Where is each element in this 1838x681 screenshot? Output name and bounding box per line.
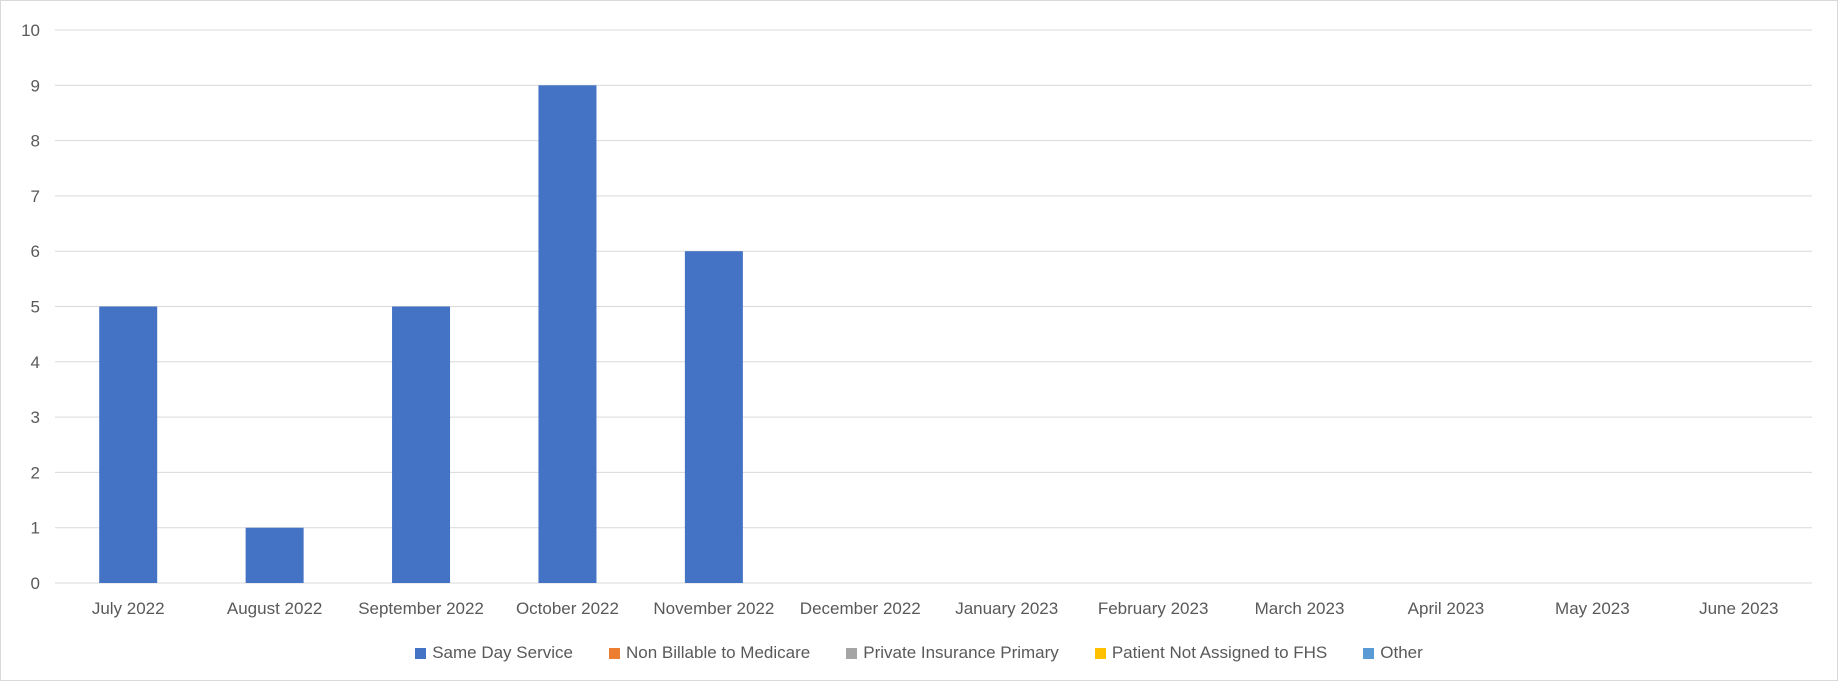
x-tick-label: October 2022 — [516, 599, 619, 618]
x-tick-label: June 2023 — [1699, 599, 1778, 618]
y-tick-label: 4 — [31, 353, 40, 372]
x-tick-label: March 2023 — [1255, 599, 1345, 618]
legend-swatch — [415, 647, 427, 659]
y-tick-label: 2 — [31, 463, 40, 482]
y-tick-label: 1 — [31, 519, 40, 538]
x-tick-label: November 2022 — [653, 599, 774, 618]
bar-same-day-service-july-2022 — [99, 306, 158, 583]
legend-label: Other — [1380, 643, 1423, 662]
bar-same-day-service-november-2022 — [684, 251, 743, 583]
y-tick-label: 7 — [31, 187, 40, 206]
x-tick-label: January 2023 — [955, 599, 1058, 618]
legend-swatch — [608, 647, 620, 659]
legend-item: Other — [1363, 643, 1423, 663]
y-tick-label: 8 — [31, 132, 40, 151]
bar-same-day-service-october-2022 — [538, 85, 597, 584]
gridlines — [55, 29, 1812, 584]
x-tick-label: July 2022 — [92, 599, 165, 618]
legend-item: Non Billable to Medicare — [608, 643, 811, 663]
legend-item: Private Insurance Primary — [846, 643, 1059, 663]
legend-swatch — [1363, 647, 1375, 659]
legend-label: Private Insurance Primary — [863, 643, 1059, 662]
y-tick-label: 6 — [31, 242, 40, 261]
bars — [99, 85, 743, 584]
legend-item: Patient Not Assigned to FHS — [1094, 643, 1328, 663]
x-tick-label: May 2023 — [1555, 599, 1630, 618]
legend-label: Patient Not Assigned to FHS — [1111, 643, 1328, 662]
bar-chart: 0 1 2 3 4 5 6 7 8 9 10 July 2022 August 2022 Septemb… — [21, 21, 1812, 618]
legend-label: Non Billable to Medicare — [625, 643, 811, 662]
y-tick-label: 5 — [31, 298, 40, 317]
legend-item: Same Day Service — [415, 643, 573, 663]
bar-same-day-service-september-2022 — [392, 306, 451, 583]
y-tick-label: 0 — [31, 574, 40, 593]
y-tick-label: 3 — [31, 408, 40, 427]
y-tick-label: 10 — [21, 21, 40, 40]
legend: Same Day Service Non Billable to Medicare… — [0, 641, 1838, 665]
y-tick-label: 9 — [31, 76, 40, 95]
x-tick-label: August 2022 — [227, 599, 322, 618]
y-axis-ticks: 0 1 2 3 4 5 6 7 8 9 10 — [21, 21, 40, 593]
x-tick-label: September 2022 — [358, 599, 484, 618]
bar-same-day-service-august-2022 — [245, 527, 304, 583]
x-tick-label: April 2023 — [1408, 599, 1485, 618]
x-axis-ticks: July 2022 August 2022 September 2022 Octobe… — [92, 599, 1779, 618]
legend-label: Same Day Service — [432, 643, 573, 662]
legend-swatch — [1094, 647, 1106, 659]
x-tick-label: February 2023 — [1098, 599, 1209, 618]
legend-swatch — [846, 647, 858, 659]
x-tick-label: December 2022 — [800, 599, 921, 618]
